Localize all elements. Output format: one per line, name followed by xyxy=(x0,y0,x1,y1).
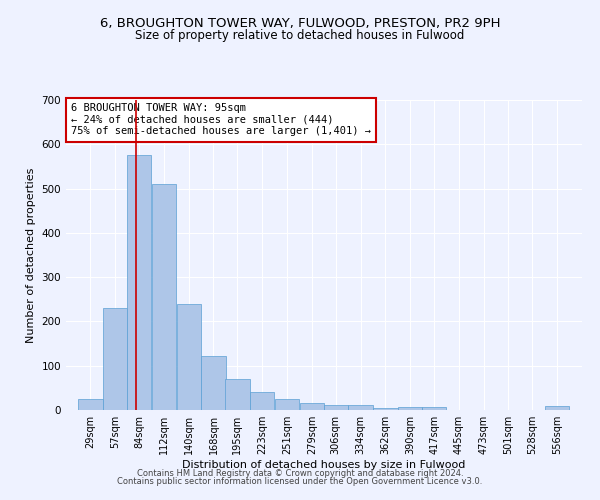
Y-axis label: Number of detached properties: Number of detached properties xyxy=(26,168,36,342)
Text: Contains HM Land Registry data © Crown copyright and database right 2024.: Contains HM Land Registry data © Crown c… xyxy=(137,468,463,477)
Bar xyxy=(176,304,201,410)
Bar xyxy=(225,378,250,410)
Text: 6 BROUGHTON TOWER WAY: 95sqm
← 24% of detached houses are smaller (444)
75% of s: 6 BROUGHTON TOWER WAY: 95sqm ← 24% of de… xyxy=(71,103,371,136)
Bar xyxy=(275,399,299,410)
Text: Contains public sector information licensed under the Open Government Licence v3: Contains public sector information licen… xyxy=(118,477,482,486)
Bar xyxy=(250,392,274,410)
Bar xyxy=(349,405,373,410)
Bar xyxy=(545,406,569,410)
Bar xyxy=(103,308,127,410)
Bar xyxy=(127,156,151,410)
X-axis label: Distribution of detached houses by size in Fulwood: Distribution of detached houses by size … xyxy=(182,460,466,470)
Bar xyxy=(202,356,226,410)
Text: Size of property relative to detached houses in Fulwood: Size of property relative to detached ho… xyxy=(136,29,464,42)
Bar xyxy=(323,405,348,410)
Bar xyxy=(373,408,398,410)
Text: 6, BROUGHTON TOWER WAY, FULWOOD, PRESTON, PR2 9PH: 6, BROUGHTON TOWER WAY, FULWOOD, PRESTON… xyxy=(100,18,500,30)
Bar xyxy=(398,408,422,410)
Bar xyxy=(422,407,446,410)
Bar xyxy=(152,184,176,410)
Bar xyxy=(78,399,103,410)
Bar xyxy=(299,404,324,410)
